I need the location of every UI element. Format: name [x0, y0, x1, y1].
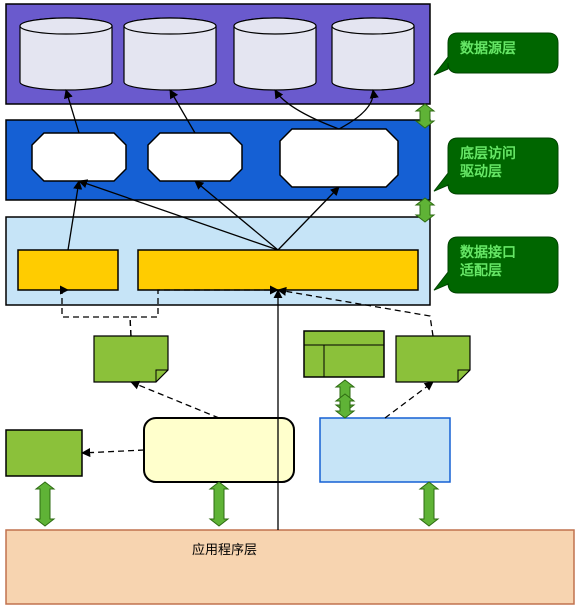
svg-text:驱动层: 驱动层 — [460, 163, 502, 179]
arrow — [385, 382, 433, 418]
svg-text:底层访问: 底层访问 — [460, 145, 516, 161]
app-layer-label: 应用程序层 — [192, 542, 257, 557]
svg-text:数据源层: 数据源层 — [460, 40, 516, 56]
svg-text:适配层: 适配层 — [460, 262, 502, 278]
double-arrow-icon — [420, 482, 438, 526]
arrow — [131, 382, 219, 418]
arrow — [82, 450, 144, 453]
double-arrow-icon — [210, 482, 228, 526]
layer-app — [6, 530, 574, 604]
svg-text:数据接口: 数据接口 — [460, 244, 516, 260]
double-arrow-icon — [36, 482, 54, 526]
architecture-diagram: 应用程序层数据源层底层访问驱动层数据接口适配层OLEDBData SourceO… — [0, 0, 579, 611]
